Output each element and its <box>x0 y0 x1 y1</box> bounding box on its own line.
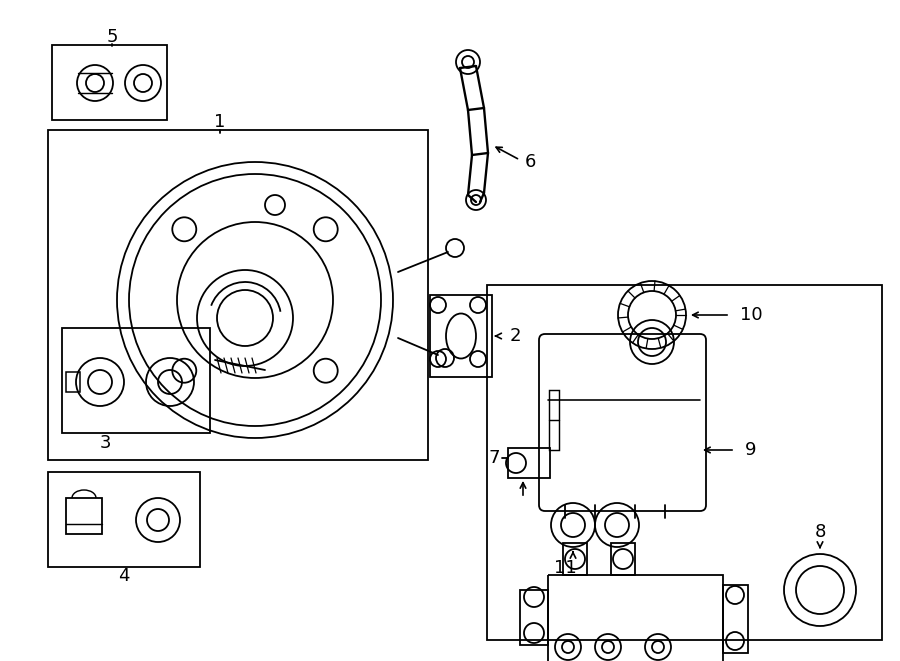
Text: 3: 3 <box>99 434 111 452</box>
Bar <box>520 590 548 645</box>
Bar <box>563 543 587 575</box>
Bar <box>48 472 200 567</box>
Text: 6: 6 <box>525 153 536 171</box>
Bar <box>549 390 559 450</box>
Text: 11: 11 <box>554 559 576 577</box>
Bar <box>723 585 748 653</box>
Bar <box>48 130 428 460</box>
Bar <box>430 295 492 377</box>
Bar <box>487 285 882 640</box>
Text: 7: 7 <box>489 449 500 467</box>
Bar <box>548 575 723 661</box>
Text: 9: 9 <box>745 441 757 459</box>
Text: 10: 10 <box>740 306 762 324</box>
Bar <box>508 448 550 478</box>
Bar <box>52 45 167 120</box>
Bar <box>611 543 635 575</box>
Text: 4: 4 <box>118 567 130 585</box>
Bar <box>66 498 102 534</box>
Bar <box>62 328 210 433</box>
Text: 2: 2 <box>510 327 521 345</box>
Bar <box>66 372 80 392</box>
Text: 8: 8 <box>814 523 825 541</box>
Text: 5: 5 <box>106 28 118 46</box>
Text: 1: 1 <box>214 113 226 131</box>
